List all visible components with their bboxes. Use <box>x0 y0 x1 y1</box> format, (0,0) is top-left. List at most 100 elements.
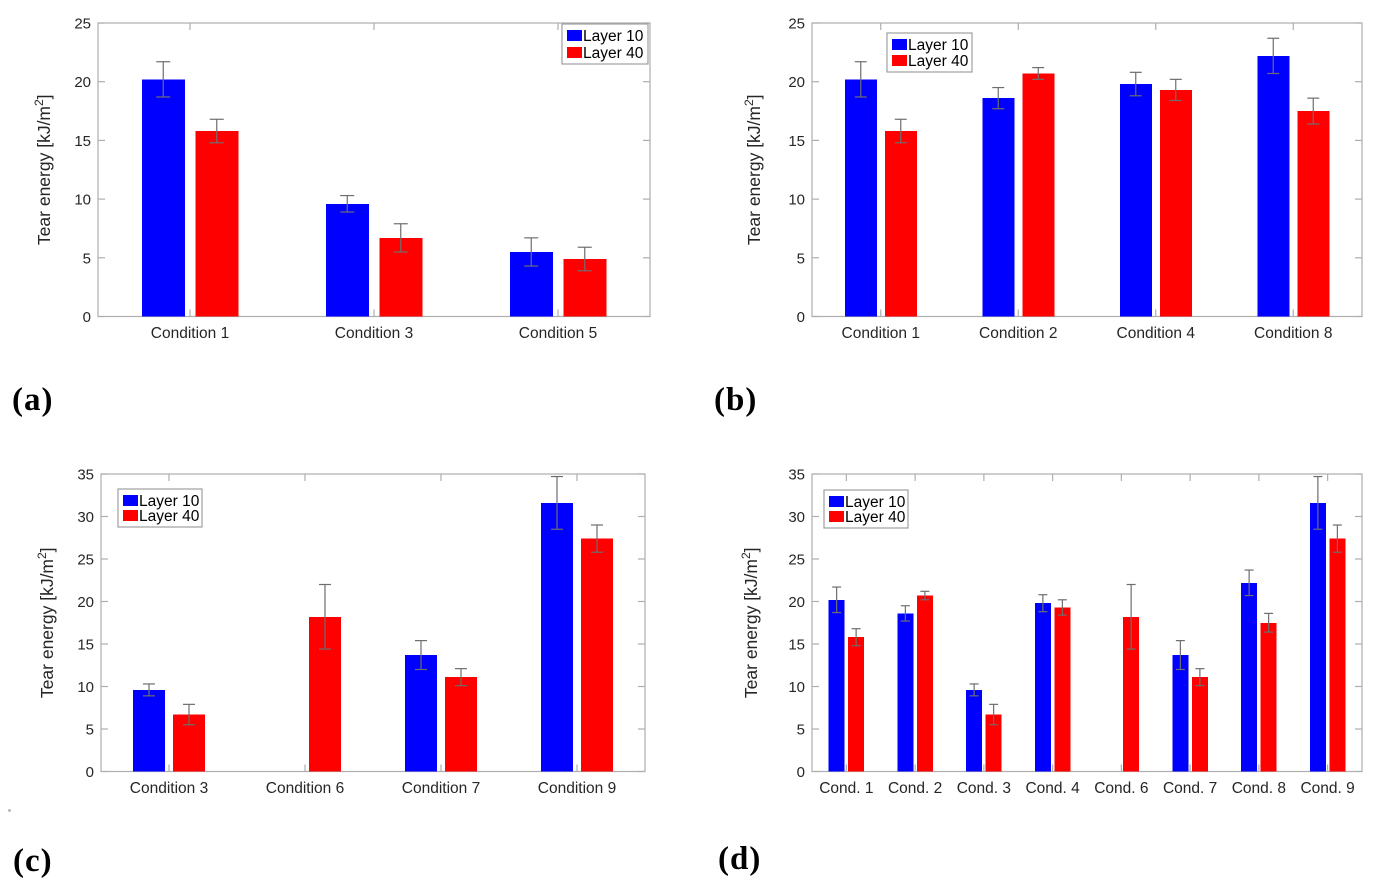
bar-a-layer10-0 <box>141 79 185 317</box>
bar-c-layer40-3 <box>581 538 613 772</box>
x-category-label: Cond. 7 <box>1163 780 1217 797</box>
panel-b-chart: 0 5 10 15 20 25 Condition 1 Condition 2 Conditio… <box>742 16 1363 342</box>
bar-c-layer40-2 <box>445 677 477 772</box>
y-tick-label: 15 <box>788 637 805 654</box>
bar-b-layer40-0 <box>884 131 917 317</box>
panel-c-chart: 0 5 10 15 20 25 30 35 Condition 3 Condition 6 Cond… <box>35 467 646 797</box>
x-category-label: Condition 3 <box>335 325 413 342</box>
y-tick-label: 30 <box>77 509 94 526</box>
y-tick-label: 5 <box>83 250 91 267</box>
legend-swatch-layer10 <box>829 496 844 507</box>
y-tick-label: 25 <box>77 552 94 569</box>
legend-swatch-layer40 <box>829 511 844 522</box>
legend-swatch-layer40 <box>123 510 138 521</box>
bar-a-layer40-0 <box>195 131 239 317</box>
bar-d-layer10-0 <box>828 599 845 772</box>
x-category-label: Condition 2 <box>979 325 1057 342</box>
legend-label: Layer 40 <box>845 509 906 526</box>
y-tick-label: 5 <box>797 250 805 267</box>
y-tick-label: 20 <box>788 594 805 611</box>
legend-swatch-layer40 <box>892 55 907 66</box>
x-category-label: Condition 3 <box>130 780 208 797</box>
x-category-label: Condition 1 <box>151 325 229 342</box>
bar-d-layer40-3 <box>1054 607 1071 772</box>
y-tick-label: 0 <box>86 764 94 781</box>
y-tick-label: 25 <box>788 16 805 33</box>
y-tick-label: 10 <box>788 192 805 209</box>
legend-label: Layer 40 <box>139 508 200 525</box>
plot-box <box>811 22 1363 318</box>
bar-c-layer10-3 <box>541 502 573 772</box>
x-category-label: Condition 4 <box>1117 325 1196 342</box>
x-category-label: Cond. 8 <box>1232 780 1286 797</box>
legend-swatch-layer10 <box>123 495 138 506</box>
y-tick-label: 5 <box>86 722 94 739</box>
y-tick-label: 15 <box>77 637 94 654</box>
y-tick-label: 10 <box>77 679 94 696</box>
legend-swatch-layer10 <box>567 30 582 41</box>
x-category-label: Cond. 6 <box>1094 780 1148 797</box>
legend-label: Layer 40 <box>908 53 969 70</box>
bar-d-layer10-3 <box>1034 603 1051 772</box>
bar-c-layer10-2 <box>405 655 437 772</box>
panel-label-b: (b) <box>714 382 758 418</box>
x-category-label: Condition 8 <box>1254 325 1332 342</box>
x-category-label: Condition 7 <box>402 780 480 797</box>
bar-c-layer10-0 <box>133 689 165 772</box>
x-category-label: Cond. 3 <box>957 780 1011 797</box>
bar-d-layer10-2 <box>966 689 983 772</box>
bar-b-layer40-3 <box>1297 111 1330 317</box>
y-tick-label: 25 <box>788 552 805 569</box>
y-axis-label: Tear energy [kJ/m2] <box>742 94 764 245</box>
legend-swatch-layer40 <box>567 47 582 58</box>
panel-label-a: (a) <box>12 382 54 418</box>
bar-d-layer40-5 <box>1191 677 1208 772</box>
x-category-label: Cond. 1 <box>819 780 873 797</box>
x-category-label: Condition 5 <box>519 325 597 342</box>
y-tick-label: 25 <box>74 16 91 33</box>
y-tick-label: 0 <box>797 764 805 781</box>
bar-b-layer10-1 <box>982 98 1015 317</box>
x-category-label: Condition 9 <box>538 780 616 797</box>
y-axis-label: Tear energy [kJ/m2] <box>35 547 57 698</box>
plot-box <box>100 473 646 773</box>
x-category-label: Condition 1 <box>842 325 920 342</box>
y-tick-label: 30 <box>788 509 805 526</box>
y-tick-label: 0 <box>83 309 91 326</box>
bar-d-layer10-6 <box>1241 582 1258 772</box>
panel-d-chart: 0 5 10 15 20 25 30 35 Cond. 1 Cond. 2 Cond. 3 Cond.… <box>739 467 1363 797</box>
bar-d-layer40-2 <box>985 714 1002 772</box>
y-tick-label: 35 <box>788 467 805 484</box>
panel-label-c: (c) <box>13 843 53 879</box>
y-tick-label: 5 <box>797 722 805 739</box>
bar-d-layer40-1 <box>916 595 933 772</box>
y-tick-label: 20 <box>788 74 805 91</box>
bar-b-layer40-2 <box>1159 89 1192 317</box>
legend-label: Layer 10 <box>583 28 644 45</box>
bar-b-layer40-1 <box>1022 73 1055 317</box>
y-tick-label: 10 <box>74 192 91 209</box>
legend-swatch-layer10 <box>892 39 907 50</box>
bar-d-layer10-5 <box>1172 655 1189 772</box>
y-tick-label: 15 <box>788 133 805 150</box>
bar-b-layer10-3 <box>1257 55 1290 317</box>
legend-label: Layer 40 <box>583 45 644 62</box>
legend-label: Layer 10 <box>908 37 969 54</box>
y-tick-label: 20 <box>77 594 94 611</box>
x-category-label: Cond. 9 <box>1300 780 1354 797</box>
y-tick-label: 35 <box>77 467 94 484</box>
y-tick-label: 10 <box>788 679 805 696</box>
bar-d-layer40-0 <box>848 637 865 772</box>
plot-box <box>811 473 1363 773</box>
x-category-label: Cond. 4 <box>1025 780 1080 797</box>
y-tick-label: 15 <box>74 133 91 150</box>
y-tick-label: 20 <box>74 74 91 91</box>
y-axis-label: Tear energy [kJ/m2] <box>32 94 54 245</box>
panel-label-d: (d) <box>718 841 762 877</box>
